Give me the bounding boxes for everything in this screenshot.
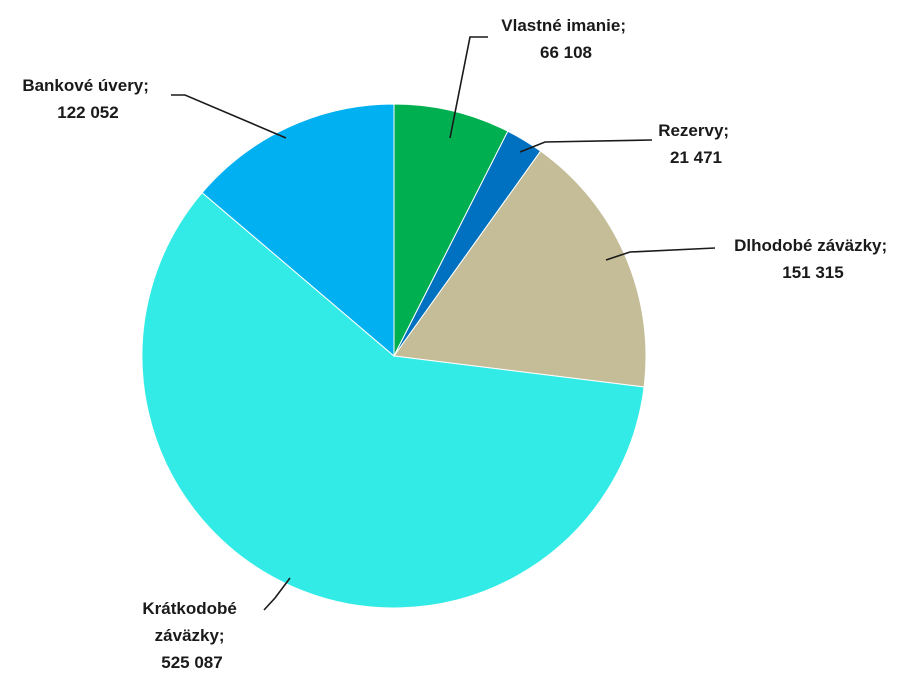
- data-label-kratkodobe-zavazky: Krátkodobé záväzky; 525 087: [142, 599, 241, 672]
- label-line: záväzky;: [155, 626, 225, 645]
- leader-lines: [171, 36, 716, 611]
- label-line: 66 108: [540, 43, 592, 62]
- leader-line-bankove-uvery: [171, 94, 287, 139]
- label-line: Vlastné imanie;: [501, 16, 626, 35]
- leader-line-kratkodobe-zavazky: [263, 577, 291, 611]
- data-label-bankove-uvery: Bankové úvery; 122 052: [22, 76, 153, 122]
- leader-line-dlhodobe-zavazky: [605, 247, 716, 261]
- pie-slice-kratkodobe-zavazky: [141, 191, 645, 609]
- pie-slices: [141, 103, 647, 609]
- label-line: 151 315: [782, 263, 843, 282]
- data-label-vlastne-imanie: Vlastné imanie; 66 108: [501, 16, 630, 62]
- pie-slice-bankove-uvery: [201, 103, 395, 358]
- label-line: 525 087: [161, 653, 222, 672]
- leader-line-rezervy: [519, 139, 653, 153]
- data-label-dlhodobe-zavazky: Dlhodobé záväzky; 151 315: [734, 236, 892, 282]
- label-line: Krátkodobé: [142, 599, 236, 618]
- label-line: Bankové úvery;: [22, 76, 149, 95]
- label-line: Rezervy;: [658, 121, 729, 140]
- pie-slice-vlastne-imanie: [393, 103, 509, 357]
- label-line: 21 471: [670, 148, 722, 167]
- leader-line-vlastne-imanie: [449, 36, 488, 139]
- label-line: Dlhodobé záväzky;: [734, 236, 887, 255]
- data-label-rezervy: Rezervy; 21 471: [658, 121, 734, 167]
- label-line: 122 052: [57, 103, 118, 122]
- pie-slice-dlhodobe-zavazky: [393, 150, 647, 388]
